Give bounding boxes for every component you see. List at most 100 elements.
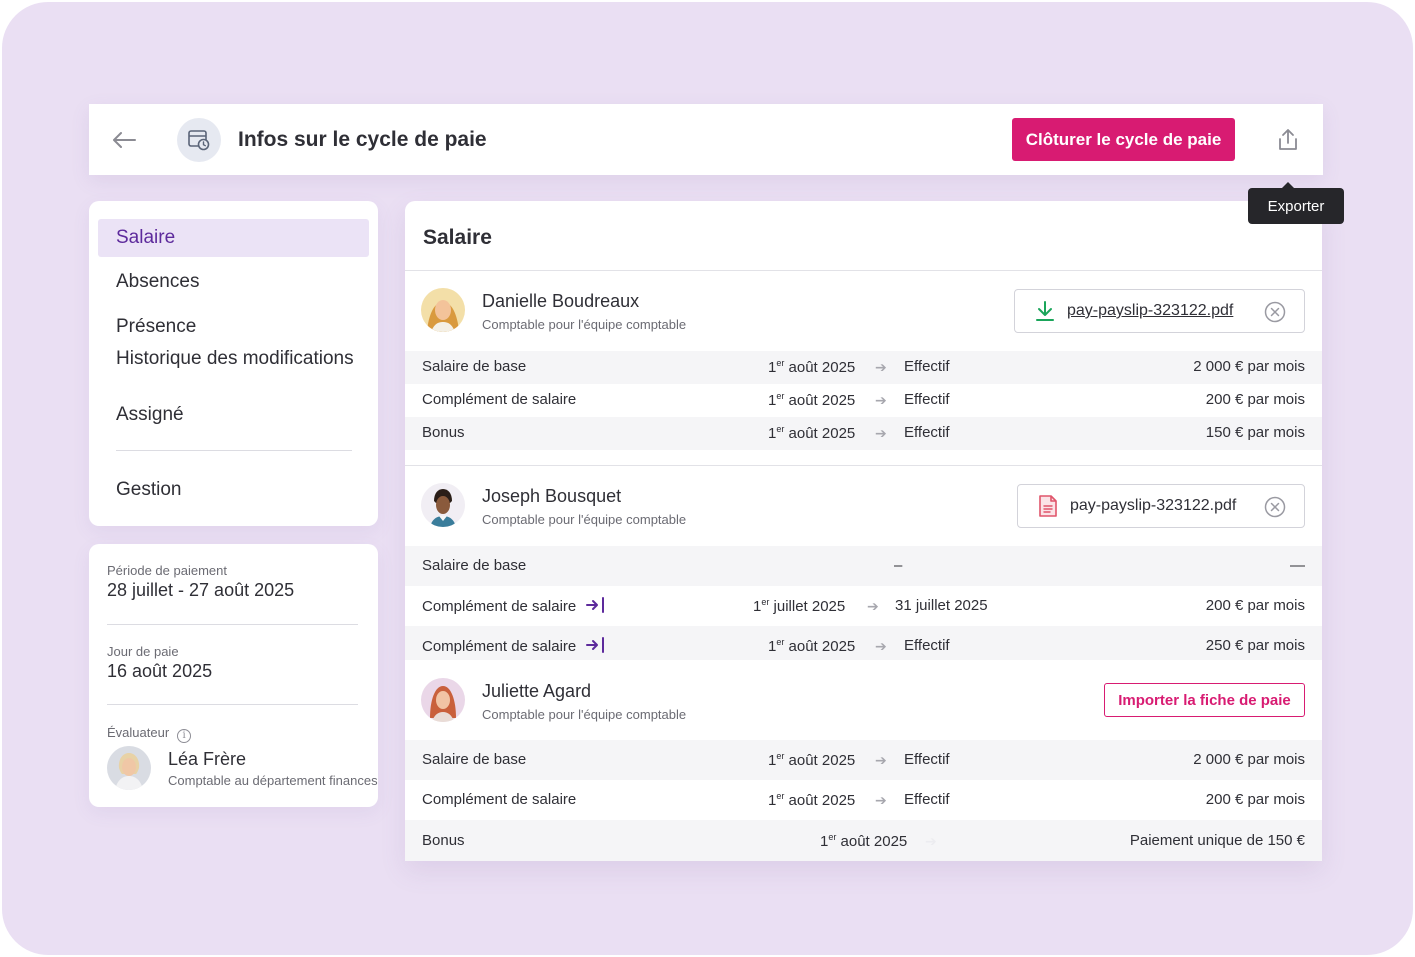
payroll-info-card: Période de paiement 28 juillet - 27 août… [89,544,378,807]
start-sup: er [828,832,837,842]
salary-row-amount: 2 000 € par mois [1193,751,1305,768]
start-sup: er [776,424,785,434]
salary-row: Salaire de base 1er août 2025 ➔ Effectif… [405,740,1322,780]
panel-title: Salaire [423,226,492,249]
remove-file-button[interactable] [1264,496,1286,518]
salary-row: Salaire de base 1er août 2025 ➔ Effectif… [405,351,1322,384]
salary-row-end: Effectif [904,637,950,654]
employee-name: Juliette Agard [482,681,592,701]
start-day: 1 [768,425,777,442]
salary-row: Salaire de base – — [405,546,1322,586]
salary-row-start: 1er août 2025 [768,791,855,809]
evaluator-label-row: Évaluateur i [107,725,192,743]
salary-row-label-group: Complément de salaire [422,637,606,655]
salary-row-start: 1er août 2025 [768,751,855,769]
start-rest: août 2025 [784,359,856,376]
start-day: 1 [768,392,777,409]
salary-row-amount: 250 € par mois [1205,637,1305,654]
salary-row: Complément de salaire 1er août 2025 ➔ Ef… [405,384,1322,417]
employee-avatar [421,483,465,527]
salary-row-end: Effectif [904,358,950,375]
info-icon[interactable]: i [177,728,192,743]
payroll-calendar-badge [177,118,221,162]
download-icon[interactable] [1035,300,1055,322]
salary-row: Bonus 1er août 2025 ➔ Paiement unique de… [405,820,1322,861]
page-title: Infos sur le cycle de paie [238,128,487,151]
arrow-right-icon: ➔ [875,392,887,408]
salary-row-empty: – [894,557,903,574]
salary-row-amount: 200 € par mois [1205,391,1305,408]
back-button[interactable] [109,126,139,154]
start-sup: er [776,637,785,647]
start-day: 1 [820,833,829,850]
back-arrow-icon [113,132,136,148]
start-rest: juillet 2025 [769,598,846,615]
start-day: 1 [768,359,777,376]
nav-item-assigned[interactable]: Assigné [116,404,184,425]
salary-row-start: 1er juillet 2025 [753,597,845,615]
import-payslip-button[interactable]: Importer la fiche de paie [1104,683,1305,717]
payslip-file-name: pay-payslip-323122.pdf [1070,497,1237,514]
top-header-bar: Infos sur le cycle de paie Clôturer le c… [89,104,1323,175]
employee-role: Comptable pour l'équipe comptable [482,512,687,527]
salary-row-start: 1er août 2025 [820,832,907,850]
salary-row-label-group: Complément de salaire [422,597,606,615]
start-rest: août 2025 [784,638,856,655]
start-day: 1 [753,598,762,615]
salary-row: Complément de salaire 1er août 2025 ➔ Ef… [405,780,1322,820]
section-nav: Salaire Absences Présence Historique des… [89,201,378,526]
payday-value: 16 août 2025 [107,661,213,681]
salary-row-label: Complément de salaire [422,598,577,615]
start-rest: août 2025 [784,752,856,769]
nav-item-salaire[interactable]: Salaire [98,219,369,257]
close-payroll-cycle-button[interactable]: Clôturer le cycle de paie [1012,118,1235,161]
evaluator-name: Léa Frère [168,749,247,769]
nav-item-history[interactable]: Historique des modifications [116,348,354,369]
employee-avatar [421,678,465,722]
evaluator-avatar [107,746,151,790]
arrow-right-icon: ➔ [867,598,879,614]
nav-divider [116,450,352,451]
salary-row-label: Bonus [422,424,465,441]
start-rest: août 2025 [784,392,856,409]
remove-file-button[interactable] [1264,301,1286,323]
salary-row: Complément de salaire 1er août 2025 ➔ Ef… [405,626,1322,660]
salary-row-label: Salaire de base [422,557,527,574]
salary-row-label: Complément de salaire [422,791,577,808]
start-rest: août 2025 [784,792,856,809]
remove-circle-icon [1264,496,1286,518]
salary-row-amount: 150 € par mois [1205,424,1305,441]
salary-row-amount: 2 000 € par mois [1193,358,1305,375]
arrow-right-icon: ➔ [875,752,887,768]
salary-row-amount: Paiement unique de 150 € [1129,832,1305,849]
employee-header: Joseph Bousquet Comptable pour l'équipe … [405,466,1322,546]
salary-row-start: 1er août 2025 [768,391,855,409]
start-day: 1 [768,638,777,655]
panel-header-divider [405,270,1322,271]
export-tooltip: Exporter [1248,182,1344,224]
nav-item-presence[interactable]: Présence [116,316,197,337]
remove-circle-icon [1264,301,1286,323]
nav-item-management[interactable]: Gestion [116,479,182,500]
employee-header: Juliette Agard Comptable pour l'équipe c… [405,660,1322,740]
export-icon [1279,129,1297,150]
salary-row-amount: 200 € par mois [1205,597,1305,614]
start-day: 1 [768,792,777,809]
salary-row-amount: — [1290,557,1305,574]
salary-row-end: 31 juillet 2025 [895,597,988,614]
salary-row-start: 1er août 2025 [768,637,855,655]
info-divider [107,624,358,625]
export-button[interactable] [1275,126,1301,154]
start-sup: er [761,597,770,607]
start-rest: août 2025 [836,833,908,850]
info-divider [107,704,358,705]
salary-row-amount: 200 € par mois [1205,791,1305,808]
arrow-right-icon: ➔ [875,359,887,375]
payslip-file-link[interactable]: pay-payslip-323122.pdf [1067,302,1234,319]
arrow-right-icon: ➔ [875,638,887,654]
nav-item-absences[interactable]: Absences [116,271,200,292]
payslip-file: pay-payslip-323122.pdf [1014,289,1305,333]
start-day: 1 [768,752,777,769]
salary-row-end: Effectif [904,424,950,441]
salary-row-start: 1er août 2025 [768,358,855,376]
